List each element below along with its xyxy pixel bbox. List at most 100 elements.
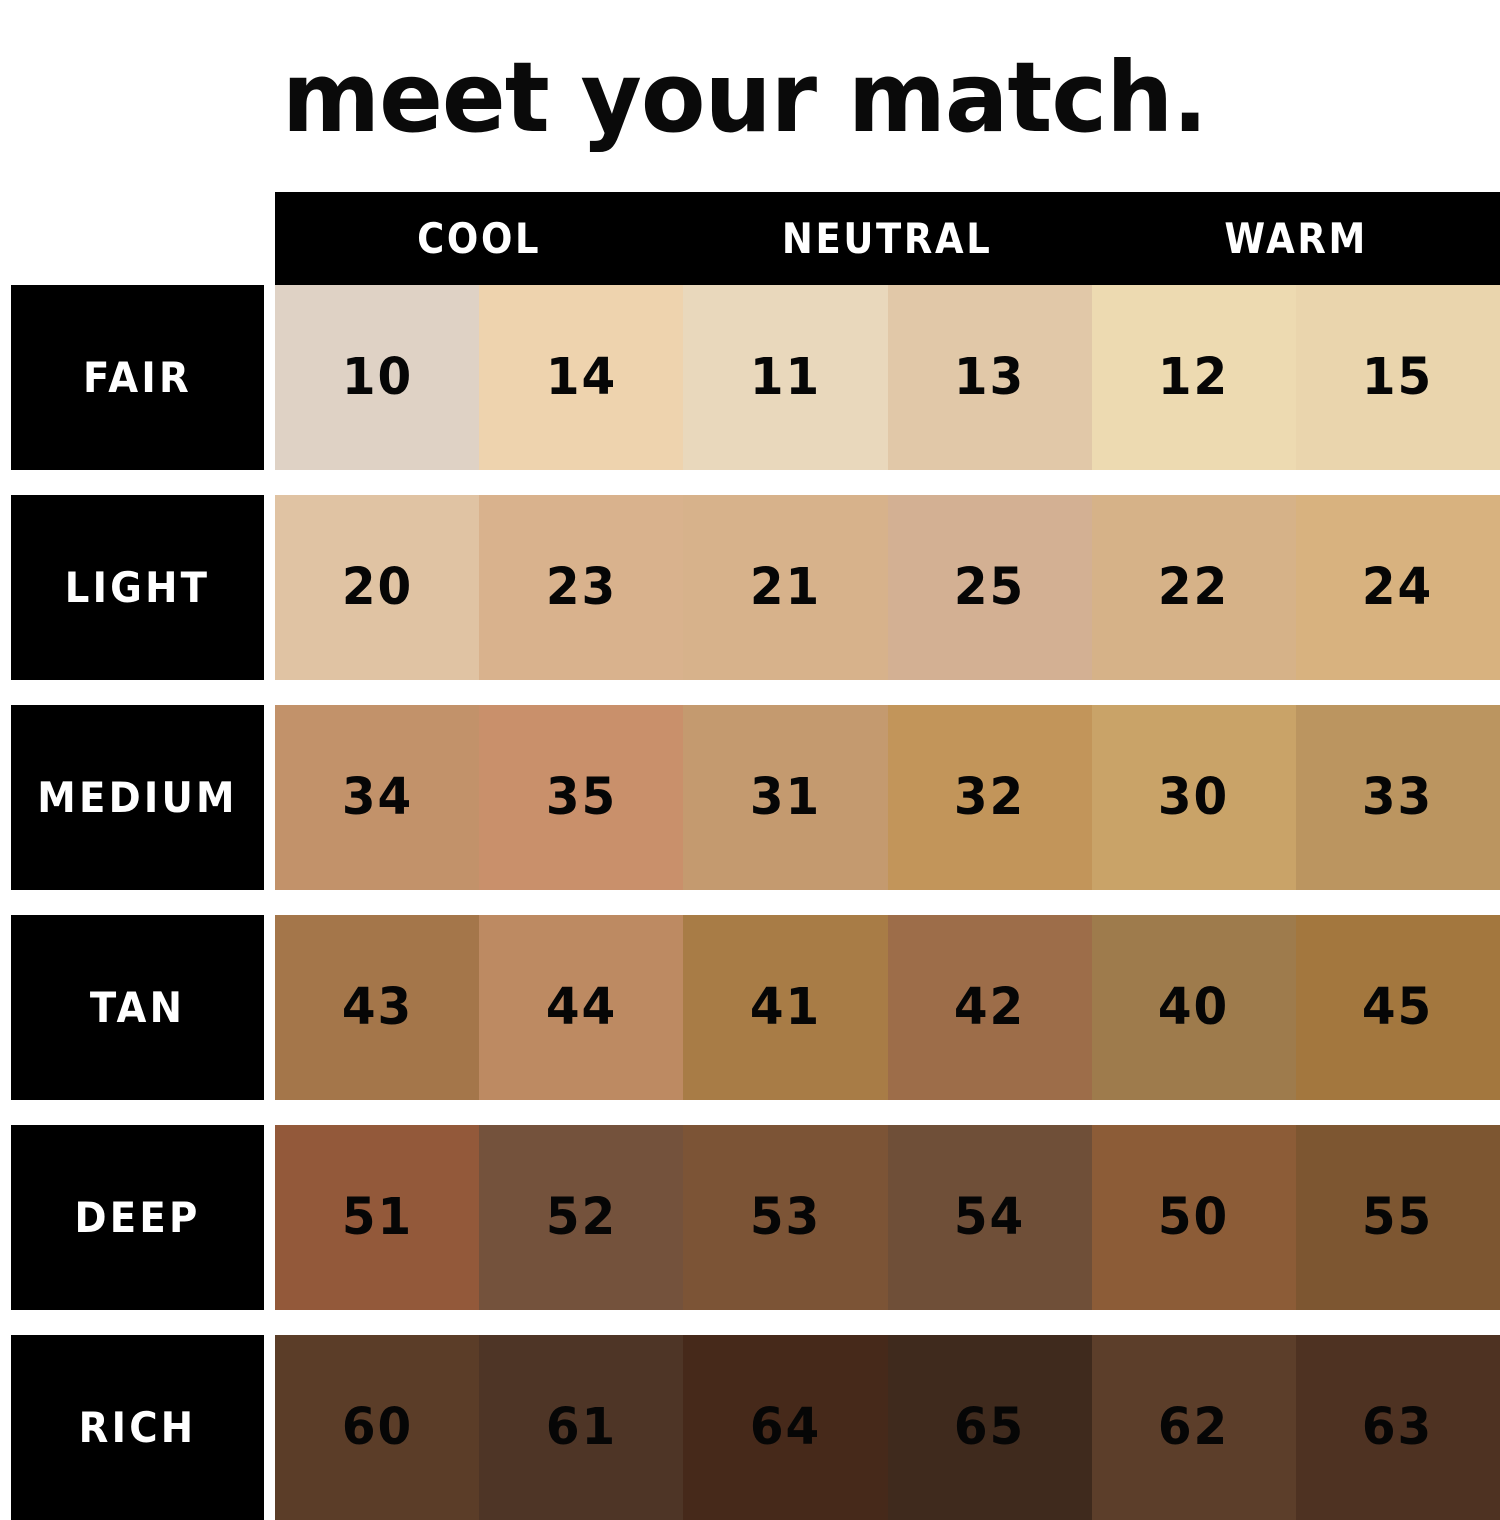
row-divider bbox=[0, 680, 1500, 705]
shade-row: TAN 43 44 41 42 40 45 bbox=[0, 915, 1500, 1100]
shade-number: 23 bbox=[545, 558, 617, 617]
shade-number: 12 bbox=[1158, 348, 1230, 407]
undertone-header-warm: WARM bbox=[1224, 214, 1368, 263]
shade-number: 54 bbox=[953, 1188, 1026, 1247]
shade-number: 13 bbox=[953, 348, 1026, 407]
shade-number: 22 bbox=[1158, 558, 1230, 617]
row-label-rich: RICH bbox=[11, 1335, 264, 1520]
shade-swatch-22[interactable]: 22 bbox=[1091, 495, 1296, 680]
shade-number: 33 bbox=[1362, 768, 1434, 827]
row-swatches: 51 52 53 54 50 55 bbox=[275, 1125, 1500, 1310]
shade-swatch-43[interactable]: 43 bbox=[275, 915, 480, 1100]
shade-number: 62 bbox=[1158, 1398, 1230, 1457]
shade-swatch-51[interactable]: 51 bbox=[275, 1125, 480, 1310]
shade-number: 21 bbox=[749, 558, 822, 617]
shade-swatch-13[interactable]: 13 bbox=[887, 285, 1092, 470]
shade-number: 41 bbox=[749, 978, 822, 1037]
shade-row: MEDIUM 34 35 31 32 30 33 bbox=[0, 705, 1500, 890]
shade-row: RICH 60 61 64 65 62 63 bbox=[0, 1335, 1500, 1520]
shade-swatch-54[interactable]: 54 bbox=[887, 1125, 1092, 1310]
shade-number: 20 bbox=[341, 558, 413, 617]
shade-swatch-44[interactable]: 44 bbox=[479, 915, 684, 1100]
shade-number: 11 bbox=[749, 348, 822, 407]
row-divider bbox=[0, 890, 1500, 915]
shade-number: 34 bbox=[341, 768, 413, 827]
shade-swatch-23[interactable]: 23 bbox=[479, 495, 684, 680]
shade-grid: FAIR 10 14 11 13 12 15 LIGHT 20 23 21 25 22 24 MEDIUM 3… bbox=[0, 285, 1500, 1520]
shade-swatch-20[interactable]: 20 bbox=[275, 495, 480, 680]
shade-swatch-14[interactable]: 14 bbox=[479, 285, 684, 470]
shade-number: 31 bbox=[749, 768, 822, 827]
shade-swatch-41[interactable]: 41 bbox=[683, 915, 888, 1100]
undertone-header-cool: COOL bbox=[417, 214, 542, 263]
shade-number: 61 bbox=[545, 1398, 617, 1457]
shade-number: 10 bbox=[341, 348, 413, 407]
shade-number: 40 bbox=[1158, 978, 1230, 1037]
shade-number: 50 bbox=[1158, 1188, 1230, 1247]
shade-number: 63 bbox=[1362, 1398, 1434, 1457]
shade-swatch-10[interactable]: 10 bbox=[275, 285, 480, 470]
row-divider bbox=[0, 470, 1500, 495]
shade-number: 30 bbox=[1158, 768, 1230, 827]
shade-swatch-24[interactable]: 24 bbox=[1295, 495, 1500, 680]
shade-swatch-12[interactable]: 12 bbox=[1091, 285, 1296, 470]
row-swatches: 43 44 41 42 40 45 bbox=[275, 915, 1500, 1100]
shade-swatch-11[interactable]: 11 bbox=[683, 285, 888, 470]
header-corner-spacer bbox=[0, 192, 275, 285]
shade-swatch-30[interactable]: 30 bbox=[1091, 705, 1296, 890]
shade-number: 60 bbox=[341, 1398, 413, 1457]
undertone-header-row: COOL NEUTRAL WARM bbox=[275, 192, 1500, 285]
shade-number: 43 bbox=[341, 978, 413, 1037]
row-label-light: LIGHT bbox=[11, 495, 264, 680]
page-title: meet your match. bbox=[282, 41, 1208, 154]
shade-swatch-40[interactable]: 40 bbox=[1091, 915, 1296, 1100]
row-swatches: 20 23 21 25 22 24 bbox=[275, 495, 1500, 680]
shade-swatch-32[interactable]: 32 bbox=[887, 705, 1092, 890]
shade-number: 45 bbox=[1362, 978, 1434, 1037]
row-swatches: 60 61 64 65 62 63 bbox=[275, 1335, 1500, 1520]
shade-number: 25 bbox=[953, 558, 1026, 617]
shade-swatch-33[interactable]: 33 bbox=[1295, 705, 1500, 890]
shade-number: 32 bbox=[953, 768, 1026, 827]
shade-number: 64 bbox=[749, 1398, 822, 1457]
shade-number: 51 bbox=[341, 1188, 413, 1247]
shade-number: 52 bbox=[545, 1188, 617, 1247]
row-label-fair: FAIR bbox=[11, 285, 264, 470]
shade-swatch-65[interactable]: 65 bbox=[887, 1335, 1092, 1520]
row-divider bbox=[0, 1100, 1500, 1125]
row-label-medium: MEDIUM bbox=[11, 705, 264, 890]
shade-number: 55 bbox=[1362, 1188, 1434, 1247]
row-swatches: 10 14 11 13 12 15 bbox=[275, 285, 1500, 470]
shade-swatch-53[interactable]: 53 bbox=[683, 1125, 888, 1310]
shade-swatch-50[interactable]: 50 bbox=[1091, 1125, 1296, 1310]
shade-swatch-55[interactable]: 55 bbox=[1295, 1125, 1500, 1310]
shade-number: 42 bbox=[953, 978, 1026, 1037]
shade-swatch-25[interactable]: 25 bbox=[887, 495, 1092, 680]
shade-swatch-61[interactable]: 61 bbox=[479, 1335, 684, 1520]
shade-swatch-62[interactable]: 62 bbox=[1091, 1335, 1296, 1520]
shade-swatch-60[interactable]: 60 bbox=[275, 1335, 480, 1520]
shade-number: 53 bbox=[749, 1188, 822, 1247]
shade-number: 14 bbox=[545, 348, 617, 407]
row-swatches: 34 35 31 32 30 33 bbox=[275, 705, 1500, 890]
title-area: meet your match. bbox=[0, 0, 1500, 192]
shade-swatch-15[interactable]: 15 bbox=[1295, 285, 1500, 470]
shade-number: 35 bbox=[545, 768, 617, 827]
shade-swatch-21[interactable]: 21 bbox=[683, 495, 888, 680]
row-divider bbox=[0, 1310, 1500, 1335]
shade-swatch-64[interactable]: 64 bbox=[683, 1335, 888, 1520]
shade-row: FAIR 10 14 11 13 12 15 bbox=[0, 285, 1500, 470]
row-label-deep: DEEP bbox=[11, 1125, 264, 1310]
shade-row: DEEP 51 52 53 54 50 55 bbox=[0, 1125, 1500, 1310]
shade-swatch-45[interactable]: 45 bbox=[1295, 915, 1500, 1100]
shade-swatch-63[interactable]: 63 bbox=[1295, 1335, 1500, 1520]
shade-swatch-31[interactable]: 31 bbox=[683, 705, 888, 890]
shade-number: 65 bbox=[953, 1398, 1026, 1457]
shade-swatch-35[interactable]: 35 bbox=[479, 705, 684, 890]
shade-number: 24 bbox=[1362, 558, 1434, 617]
undertone-header-neutral: NEUTRAL bbox=[782, 214, 993, 263]
shade-swatch-52[interactable]: 52 bbox=[479, 1125, 684, 1310]
shade-swatch-42[interactable]: 42 bbox=[887, 915, 1092, 1100]
shade-swatch-34[interactable]: 34 bbox=[275, 705, 480, 890]
